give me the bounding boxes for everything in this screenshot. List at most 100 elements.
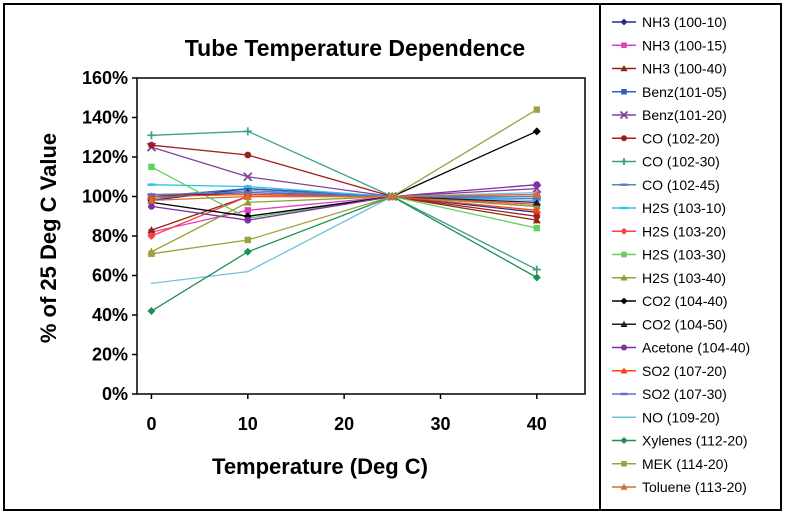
y-tick-label: 40% bbox=[92, 305, 128, 325]
x-tick-label: 40 bbox=[527, 414, 547, 434]
legend-label: CO2 (104-50) bbox=[642, 316, 728, 332]
y-tick-label: 160% bbox=[82, 68, 128, 88]
data-point bbox=[532, 216, 541, 224]
legend-border bbox=[599, 3, 782, 511]
series-line bbox=[151, 109, 538, 255]
series-line bbox=[151, 130, 538, 271]
series-line bbox=[151, 195, 538, 312]
series-line bbox=[151, 130, 538, 217]
x-tick-label: 20 bbox=[334, 414, 354, 434]
data-point bbox=[532, 265, 541, 274]
data-point bbox=[532, 202, 541, 210]
legend: NH3 (100-10) NH3 (100-15) NH3 (100-40) Benz… bbox=[612, 14, 750, 495]
chart-title: Tube Temperature Dependence bbox=[185, 35, 525, 61]
legend-item: NH3 (100-15) bbox=[612, 37, 727, 53]
data-point bbox=[533, 224, 541, 232]
data-point bbox=[619, 110, 629, 120]
y-tick-label: 140% bbox=[82, 108, 128, 128]
legend-item: H2S (103-30) bbox=[612, 247, 726, 263]
legend-label: H2S (103-30) bbox=[642, 247, 726, 263]
data-point bbox=[620, 320, 628, 328]
data-point bbox=[147, 196, 156, 204]
legend-label: MEK (114-20) bbox=[642, 456, 728, 472]
data-point bbox=[147, 192, 156, 200]
legend-item: CO (102-20) bbox=[612, 130, 720, 146]
data-point bbox=[243, 127, 252, 136]
series-layer bbox=[146, 106, 542, 316]
legend-label: CO (102-45) bbox=[642, 177, 720, 193]
data-point bbox=[621, 42, 627, 49]
legend-item: Benz(101-20) bbox=[612, 107, 727, 123]
legend-label: CO (102-30) bbox=[642, 154, 720, 170]
series-line bbox=[151, 146, 537, 198]
legend-item: SO2 (107-20) bbox=[612, 363, 727, 379]
legend-label: Benz(101-20) bbox=[642, 107, 727, 123]
data-point bbox=[533, 212, 541, 220]
data-point bbox=[147, 232, 156, 240]
legend-label: CO2 (104-40) bbox=[642, 293, 728, 309]
data-point bbox=[620, 274, 628, 281]
series-line bbox=[151, 166, 537, 229]
x-tick-label: 30 bbox=[430, 414, 450, 434]
data-point bbox=[148, 250, 155, 257]
legend-item: CO (102-30) bbox=[612, 154, 720, 170]
legend-item: MEK (114-20) bbox=[612, 456, 728, 472]
legend-item: SO2 (107-30) bbox=[612, 386, 727, 402]
series-line bbox=[151, 144, 537, 217]
data-point bbox=[621, 88, 627, 95]
data-point bbox=[148, 202, 155, 210]
x-axis-label: Temperature (Deg C) bbox=[212, 454, 428, 479]
data-point bbox=[620, 297, 628, 305]
legend-label: H2S (103-10) bbox=[642, 200, 726, 216]
legend-label: Benz(101-05) bbox=[642, 84, 727, 100]
legend-item: Benz(101-05) bbox=[612, 84, 727, 100]
legend-label: Acetone (104-40) bbox=[642, 340, 750, 356]
data-point bbox=[244, 151, 252, 159]
y-tick-label: 80% bbox=[92, 226, 128, 246]
x-axis: 0 10 20 30 40 bbox=[146, 394, 547, 434]
data-point bbox=[147, 131, 156, 140]
y-tick-label: 0% bbox=[102, 384, 128, 404]
series-14 bbox=[148, 181, 541, 224]
x-tick-label: 0 bbox=[146, 414, 156, 434]
data-point bbox=[621, 460, 627, 467]
data-point bbox=[244, 236, 251, 244]
data-point bbox=[150, 282, 153, 284]
series-line bbox=[151, 191, 537, 285]
data-point bbox=[620, 18, 628, 26]
legend-item: H2S (103-40) bbox=[612, 270, 726, 286]
legend-label: NH3 (100-10) bbox=[642, 14, 727, 30]
x-tick-label: 10 bbox=[238, 414, 258, 434]
data-point bbox=[148, 163, 155, 171]
series-line bbox=[151, 191, 537, 200]
series-line bbox=[151, 195, 537, 253]
legend-item: CO2 (104-40) bbox=[612, 293, 728, 309]
legend-item: NO (109-20) bbox=[612, 409, 720, 425]
legend-item: H2S (103-10) bbox=[612, 200, 726, 216]
data-point bbox=[621, 135, 627, 142]
legend-item: Xylenes (112-20) bbox=[612, 433, 748, 449]
series-18 bbox=[147, 192, 541, 316]
legend-item: Acetone (104-40) bbox=[612, 340, 750, 356]
y-tick-label: 20% bbox=[92, 345, 128, 365]
data-point bbox=[620, 367, 628, 374]
data-point bbox=[621, 344, 627, 351]
data-point bbox=[623, 416, 625, 418]
series-line bbox=[151, 193, 537, 202]
data-point bbox=[532, 127, 541, 136]
legend-label: Toluene (113-20) bbox=[642, 479, 747, 495]
legend-item: NH3 (100-40) bbox=[612, 61, 727, 77]
y-tick-label: 60% bbox=[92, 266, 128, 286]
legend-item: CO (102-45) bbox=[612, 177, 720, 193]
data-point bbox=[244, 216, 252, 224]
data-point bbox=[243, 172, 253, 182]
legend-label: SO2 (107-30) bbox=[642, 386, 727, 402]
data-point bbox=[532, 273, 541, 282]
data-point bbox=[620, 227, 628, 235]
series-20 bbox=[147, 190, 541, 204]
y-tick-label: 120% bbox=[82, 147, 128, 167]
legend-label: NH3 (100-15) bbox=[642, 37, 727, 53]
legend-label: CO (102-20) bbox=[642, 130, 720, 146]
data-point bbox=[620, 65, 628, 72]
